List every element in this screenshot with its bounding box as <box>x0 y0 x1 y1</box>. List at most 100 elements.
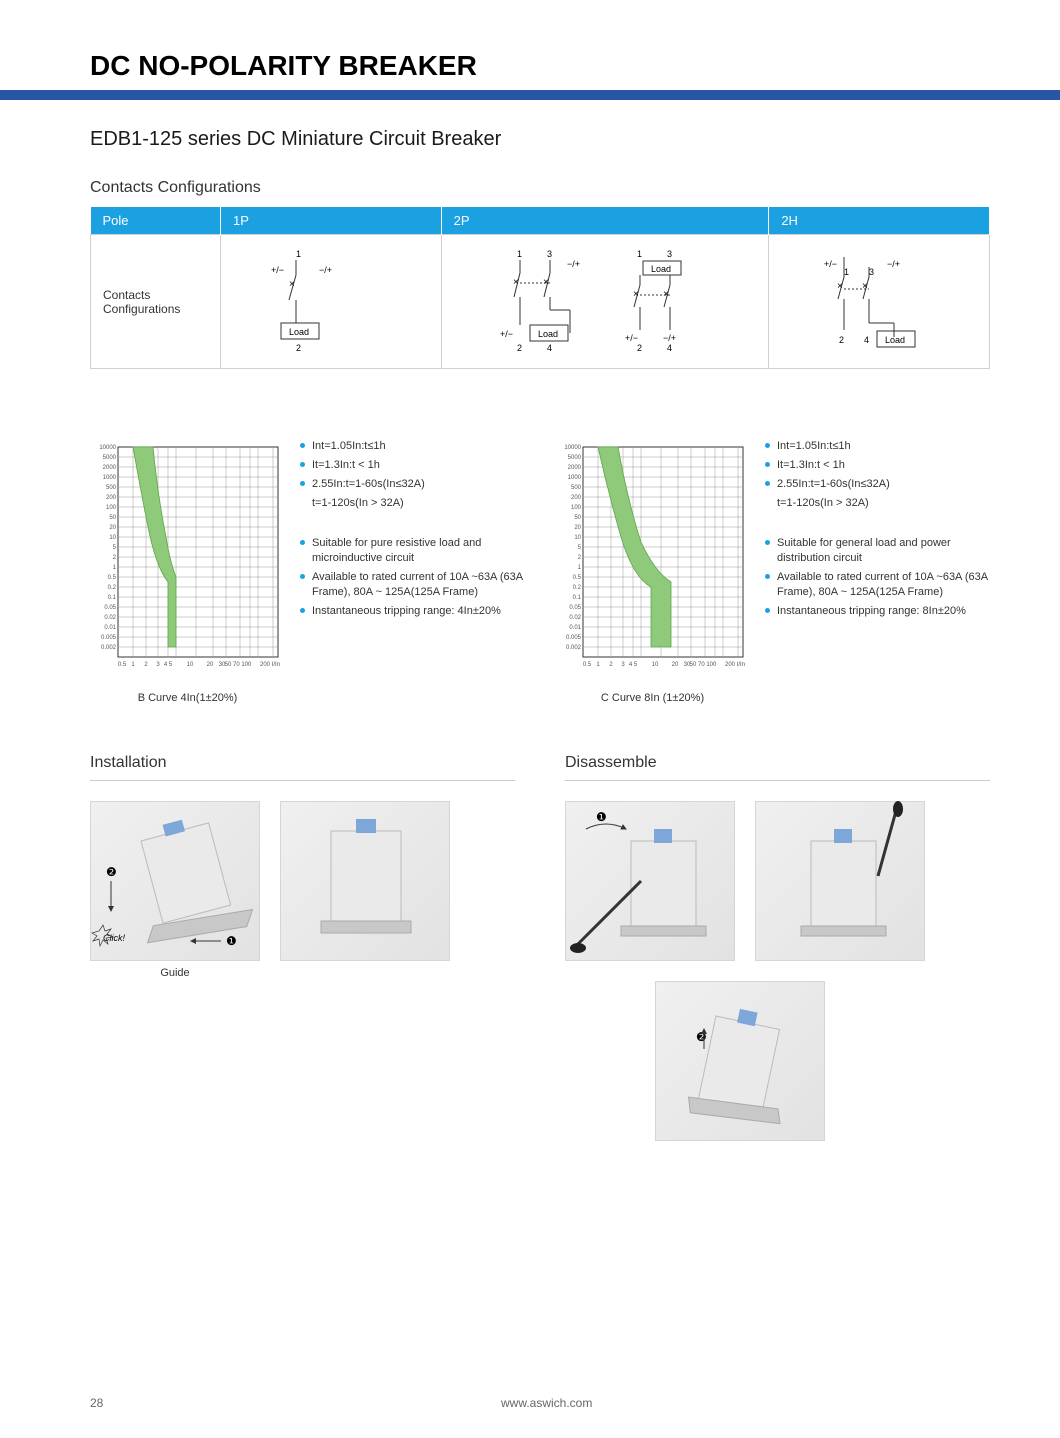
circuit-2p-a: 1 3 −/+ × × <box>495 245 595 355</box>
svg-text:×: × <box>289 279 295 290</box>
svg-text:2: 2 <box>839 335 844 345</box>
svg-text:50 70 100: 50 70 100 <box>690 662 717 668</box>
col-2h: 2H <box>769 207 990 235</box>
svg-text:❶: ❶ <box>226 934 237 948</box>
svg-text:1: 1 <box>517 249 522 259</box>
svg-text:0.2: 0.2 <box>108 585 117 591</box>
guide-label: Guide <box>90 967 260 979</box>
svg-text:2: 2 <box>637 343 642 353</box>
svg-text:50: 50 <box>109 515 116 521</box>
svg-text:❷: ❷ <box>106 865 117 879</box>
svg-text:−/+: −/+ <box>319 265 332 275</box>
cell-2h: +/− −/+ 1 3 × × <box>769 235 990 369</box>
svg-text:100: 100 <box>106 505 117 511</box>
svg-text:×: × <box>513 277 519 288</box>
svg-text:3: 3 <box>621 662 625 668</box>
chart-c-bullets: Int=1.05In:t≤1h It=1.3In:t < 1h 2.55In:t… <box>765 439 990 704</box>
svg-text:−/+: −/+ <box>663 333 676 343</box>
svg-text:20: 20 <box>672 662 679 668</box>
charts-row: 1000050002000 1000500200 1005020 1052 10… <box>90 439 990 704</box>
svg-text:10: 10 <box>109 535 116 541</box>
svg-text:0.01: 0.01 <box>569 625 581 631</box>
svg-text:2: 2 <box>296 343 301 353</box>
disassemble-divider <box>565 780 990 781</box>
circuit-2h: +/− −/+ 1 3 × × <box>809 245 949 355</box>
svg-text:1: 1 <box>596 662 600 668</box>
svg-text:0.005: 0.005 <box>101 635 117 641</box>
svg-text:Load: Load <box>651 264 671 274</box>
circuit-2p-b: 1 3 Load × × <box>615 245 715 355</box>
svg-text:0.005: 0.005 <box>566 635 582 641</box>
svg-text:100: 100 <box>571 505 582 511</box>
disassemble-step-image-1: ❶ <box>565 801 735 961</box>
svg-text:0.02: 0.02 <box>104 615 116 621</box>
footer-url: www.aswich.com <box>501 1396 592 1410</box>
contacts-table: Pole 1P 2P 2H Contacts Configurations 1 … <box>90 207 990 369</box>
svg-text:0.05: 0.05 <box>104 605 116 611</box>
svg-text:3: 3 <box>547 249 552 259</box>
chart-b-caption: B Curve 4In(1±20%) <box>90 692 285 704</box>
svg-text:500: 500 <box>571 485 582 491</box>
svg-text:2: 2 <box>144 662 148 668</box>
chart-b-svg: 1000050002000 1000500200 1005020 1052 10… <box>90 439 285 679</box>
chart-c-caption: C Curve 8In (1±20%) <box>555 692 750 704</box>
install-divider <box>90 780 515 781</box>
svg-text:1000: 1000 <box>103 475 117 481</box>
svg-text:0.2: 0.2 <box>573 585 582 591</box>
svg-text:2: 2 <box>609 662 613 668</box>
svg-text:5: 5 <box>578 545 582 551</box>
svg-text:+/−: +/− <box>271 265 284 275</box>
svg-text:1: 1 <box>844 267 849 277</box>
svg-text:200: 200 <box>571 495 582 501</box>
disassemble-col: Disassemble ❶ <box>565 754 990 1141</box>
svg-text:+/−: +/− <box>824 259 837 269</box>
svg-text:Load: Load <box>289 327 309 337</box>
svg-text:5: 5 <box>113 545 117 551</box>
svg-text:10000: 10000 <box>564 445 581 451</box>
svg-text:0.5: 0.5 <box>118 662 127 668</box>
svg-text:0.5: 0.5 <box>583 662 592 668</box>
chart-b-bullets: Int=1.05In:t≤1h It=1.3In:t < 1h 2.55In:t… <box>300 439 525 704</box>
svg-text:❷: ❷ <box>696 1030 707 1044</box>
disassemble-title: Disassemble <box>565 754 990 772</box>
svg-text:0.1: 0.1 <box>573 595 582 601</box>
svg-text:2: 2 <box>517 343 522 353</box>
svg-text:0.002: 0.002 <box>101 645 117 651</box>
install-step-image-1: ❷ ❶ Click! <box>90 801 260 961</box>
chart-b-block: 1000050002000 1000500200 1005020 1052 10… <box>90 439 525 704</box>
svg-text:+/−: +/− <box>500 329 513 339</box>
col-1p: 1P <box>221 207 442 235</box>
svg-text:0.002: 0.002 <box>566 645 582 651</box>
section-contacts-title: Contacts Configurations <box>90 179 990 197</box>
install-title: Installation <box>90 754 515 772</box>
svg-text:2: 2 <box>113 555 117 561</box>
svg-text:1: 1 <box>113 565 117 571</box>
svg-text:×: × <box>862 281 868 292</box>
install-row: Installation ❷ <box>90 754 990 1141</box>
svg-text:0.1: 0.1 <box>108 595 117 601</box>
col-pole: Pole <box>91 207 221 235</box>
install-step-image-2 <box>280 801 450 961</box>
svg-text:10: 10 <box>187 662 194 668</box>
svg-text:2000: 2000 <box>103 465 117 471</box>
svg-text:×: × <box>633 289 639 300</box>
svg-text:−/+: −/+ <box>567 259 580 269</box>
svg-text:Load: Load <box>885 335 905 345</box>
svg-text:5000: 5000 <box>103 455 117 461</box>
svg-text:0.5: 0.5 <box>108 575 117 581</box>
col-2p: 2P <box>441 207 769 235</box>
svg-text:3: 3 <box>869 267 874 277</box>
page-sub-title: EDB1-125 series DC Miniature Circuit Bre… <box>90 128 990 151</box>
page-footer: 28 www.aswich.com <box>90 1396 990 1410</box>
svg-text:20: 20 <box>207 662 214 668</box>
svg-text:500: 500 <box>106 485 117 491</box>
svg-text:0.02: 0.02 <box>569 615 581 621</box>
svg-text:10: 10 <box>574 535 581 541</box>
svg-text:2: 2 <box>578 555 582 561</box>
svg-text:0.5: 0.5 <box>573 575 582 581</box>
svg-text:Load: Load <box>538 329 558 339</box>
svg-text:0.01: 0.01 <box>104 625 116 631</box>
page-number: 28 <box>90 1396 103 1410</box>
svg-text:4: 4 <box>864 335 869 345</box>
svg-text:1: 1 <box>296 249 301 259</box>
